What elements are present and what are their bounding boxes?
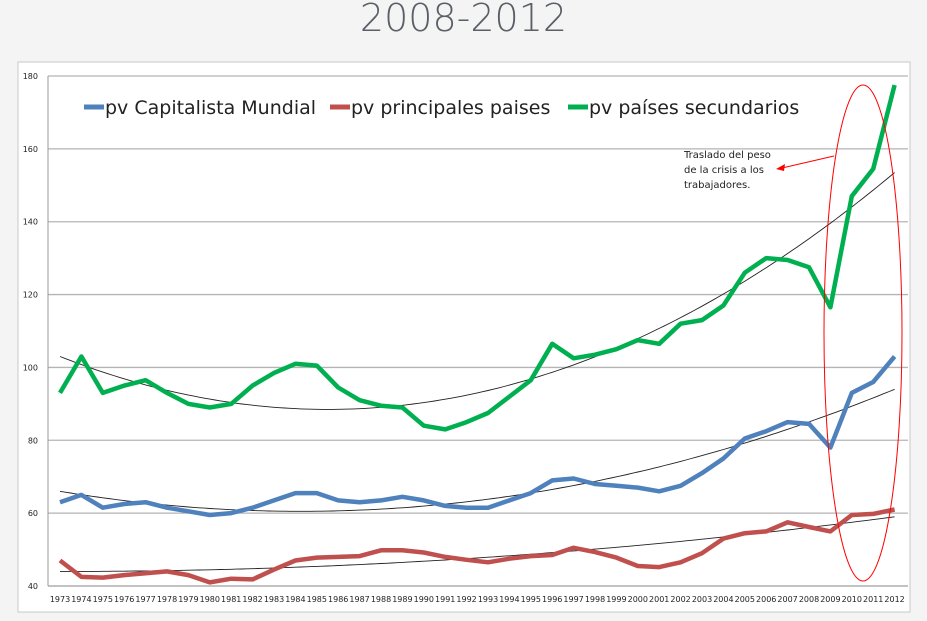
legend-label-2: pv países secundarios <box>589 97 799 119</box>
y-tick-label: 160 <box>23 145 38 154</box>
x-tick-label: 2002 <box>670 595 690 604</box>
y-tick-label: 180 <box>23 72 38 81</box>
x-tick-label: 1977 <box>135 595 155 604</box>
x-tick-label: 1985 <box>307 595 327 604</box>
x-tick-label: 1999 <box>606 595 626 604</box>
x-tick-label: 1984 <box>285 595 305 604</box>
x-tick-label: 1998 <box>585 595 605 604</box>
x-tick-label: 1976 <box>114 595 134 604</box>
x-tick-label: 1995 <box>521 595 541 604</box>
series-line-0 <box>59 355 897 518</box>
x-tick-label: 2001 <box>649 595 669 604</box>
series-line-1 <box>58 507 896 585</box>
annotation-text: trabajadores. <box>684 180 750 191</box>
x-tick-label: 1992 <box>456 595 476 604</box>
x-tick-label: 1981 <box>221 595 241 604</box>
x-tick-label: 1993 <box>478 595 498 604</box>
x-tick-label: 2007 <box>777 595 797 604</box>
x-tick-label: 1975 <box>93 595 113 604</box>
x-tick-label: 2011 <box>863 595 883 604</box>
x-tick-label: 1991 <box>435 595 455 604</box>
annotation-text: de la crisis a los <box>684 165 764 176</box>
x-tick-label: 2009 <box>820 595 840 604</box>
trendline-pv-países-secundarios <box>59 172 895 410</box>
x-tick-label: 1997 <box>563 595 583 604</box>
x-tick-label: 2010 <box>842 595 862 604</box>
legend-label-0: pv Capitalista Mundial <box>105 97 316 119</box>
x-tick-label: 1989 <box>392 595 412 604</box>
x-tick-label: 1994 <box>499 595 519 604</box>
y-tick-label: 40 <box>28 582 38 591</box>
y-tick-label: 80 <box>28 436 38 445</box>
x-tick-label: 2004 <box>713 595 733 604</box>
highlight-ellipse <box>823 84 903 582</box>
x-tick-label: 1974 <box>71 595 91 604</box>
slide-title: 2008-2012 <box>359 0 568 40</box>
x-tick-label: 1983 <box>264 595 284 604</box>
y-tick-label: 100 <box>23 363 38 372</box>
x-tick-label: 1980 <box>200 595 220 604</box>
arrow-head-icon <box>776 164 785 171</box>
x-tick-label: 2000 <box>628 595 648 604</box>
x-tick-label: 1982 <box>242 595 262 604</box>
y-tick-label: 60 <box>28 509 38 518</box>
x-tick-label: 1986 <box>328 595 348 604</box>
x-tick-label: 2003 <box>692 595 712 604</box>
x-tick-label: 2006 <box>756 595 776 604</box>
x-tick-label: 1990 <box>414 595 434 604</box>
series-line-2 <box>58 84 897 432</box>
annotation-arrow <box>781 155 835 169</box>
x-tick-label: 1987 <box>349 595 369 604</box>
chart-frame <box>17 61 911 613</box>
x-tick-label: 1978 <box>157 595 177 604</box>
x-tick-label: 1988 <box>371 595 391 604</box>
y-tick-label: 140 <box>23 218 38 227</box>
x-tick-label: 1979 <box>178 595 198 604</box>
x-tick-label: 2005 <box>735 595 755 604</box>
legend-label-1: pv principales paises <box>351 97 550 119</box>
x-tick-label: 2012 <box>884 595 904 604</box>
x-tick-label: 1973 <box>50 595 70 604</box>
y-tick-label: 120 <box>23 291 38 300</box>
x-tick-label: 2008 <box>799 595 819 604</box>
annotation-text: Traslado del peso <box>683 150 771 161</box>
trendline-pv-capitalista-mundial <box>59 388 895 512</box>
x-tick-label: 1996 <box>542 595 562 604</box>
